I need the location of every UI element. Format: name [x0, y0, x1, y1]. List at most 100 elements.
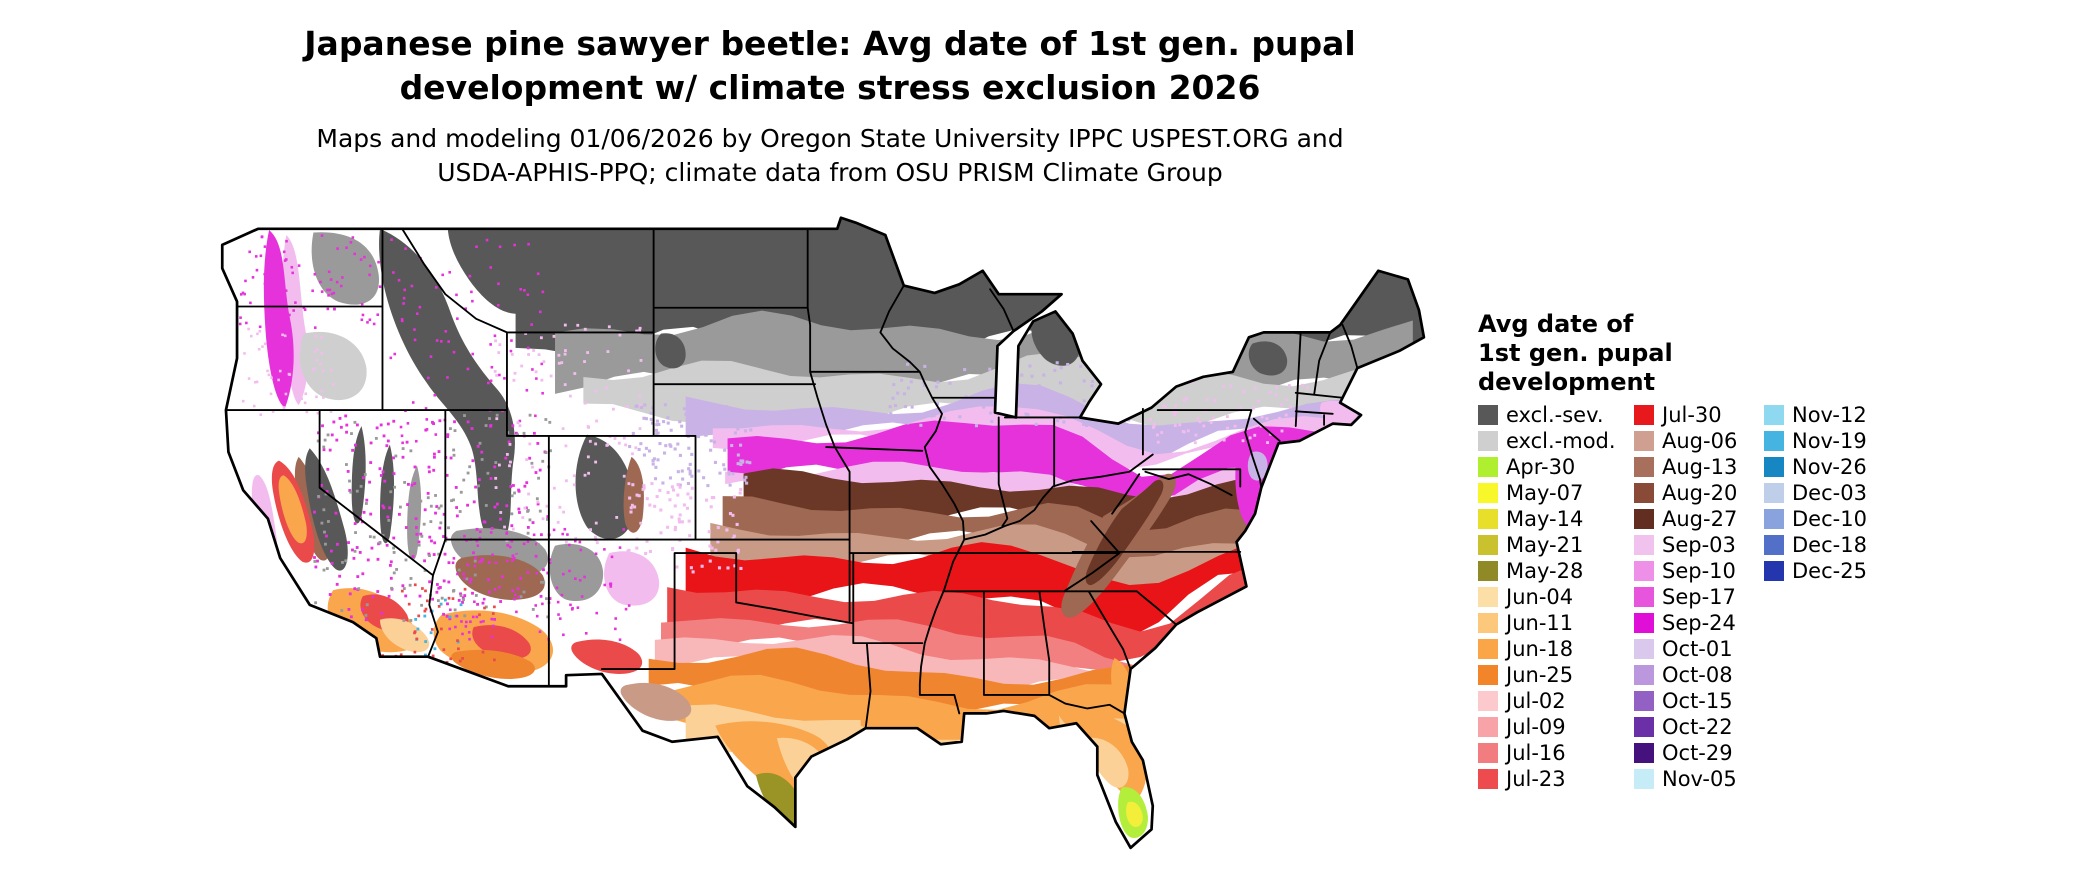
legend-label: Jul-30: [1662, 403, 1722, 427]
legend-row: Nov-19: [1764, 428, 1904, 454]
legend-label: Nov-26: [1792, 455, 1867, 479]
legend-swatch: [1634, 769, 1654, 789]
legend-swatch: [1634, 691, 1654, 711]
legend-swatch: [1478, 535, 1498, 555]
choropleth-patches: [251, 228, 1357, 838]
legend-label: Dec-25: [1792, 559, 1867, 583]
legend-swatch: [1634, 483, 1654, 503]
legend-swatch: [1634, 405, 1654, 425]
legend-label: Nov-05: [1662, 767, 1737, 791]
legend-row: Oct-29: [1634, 740, 1764, 766]
legend-swatch: [1634, 561, 1654, 581]
legend-swatch: [1634, 717, 1654, 737]
legend-row: Jul-02: [1478, 688, 1634, 714]
legend-row: Dec-03: [1764, 480, 1904, 506]
legend-row: Oct-22: [1634, 714, 1764, 740]
legend-row: Aug-27: [1634, 506, 1764, 532]
legend-label: Sep-17: [1662, 585, 1736, 609]
legend-label: Apr-30: [1506, 455, 1576, 479]
legend-row: May-28: [1478, 558, 1634, 584]
legend-label: Oct-29: [1662, 741, 1733, 765]
legend-row: Dec-25: [1764, 558, 1904, 584]
legend-label: Aug-20: [1662, 481, 1738, 505]
map-title-line2: development w/ climate stress exclusion …: [399, 68, 1261, 107]
legend-row: Dec-10: [1764, 506, 1904, 532]
legend-row: excl.-mod.: [1478, 428, 1634, 454]
us-choropleth-map: [205, 198, 1435, 870]
legend-label: Dec-10: [1792, 507, 1867, 531]
legend-column-2: Jul-30 Aug-06 Aug-13 Aug-20 Aug-27 Sep-03 Sep-…: [1634, 402, 1764, 792]
legend-label: Aug-13: [1662, 455, 1738, 479]
legend-label: Oct-22: [1662, 715, 1733, 739]
legend-row: May-21: [1478, 532, 1634, 558]
legend-label: Sep-10: [1662, 559, 1736, 583]
legend-label: Dec-18: [1792, 533, 1867, 557]
legend-swatch: [1764, 457, 1784, 477]
legend-swatch: [1634, 665, 1654, 685]
map-subtitle-line2: USDA-APHIS-PPQ; climate data from OSU PR…: [437, 158, 1223, 187]
legend-swatch: [1764, 405, 1784, 425]
band-brown_tan: [710, 522, 1421, 600]
legend-swatch: [1478, 717, 1498, 737]
legend-column-3: Nov-12 Nov-19 Nov-26 Dec-03 Dec-10 Dec-18 Dec-…: [1764, 402, 1904, 792]
map-subtitle-line1: Maps and modeling 01/06/2026 by Oregon S…: [316, 124, 1344, 153]
legend-swatch: [1764, 483, 1784, 503]
legend-swatch: [1478, 405, 1498, 425]
legend-swatch: [1478, 743, 1498, 763]
legend-row: Sep-24: [1634, 610, 1764, 636]
legend-swatch: [1478, 431, 1498, 451]
legend-row: Oct-15: [1634, 688, 1764, 714]
legend-row: Oct-08: [1634, 662, 1764, 688]
legend-label: Sep-03: [1662, 533, 1736, 557]
legend-swatch: [1634, 457, 1654, 477]
legend-label: Nov-12: [1792, 403, 1867, 427]
legend-row: Sep-03: [1634, 532, 1764, 558]
legend-label: excl.-mod.: [1506, 429, 1616, 453]
legend-title: Avg date of 1st gen. pupal development: [1478, 310, 1673, 396]
legend-label: May-21: [1506, 533, 1584, 557]
legend-row: Nov-05: [1634, 766, 1764, 792]
legend-label: Nov-19: [1792, 429, 1867, 453]
legend-label: Jul-02: [1506, 689, 1566, 713]
legend-swatch: [1478, 483, 1498, 503]
legend-row: Jul-09: [1478, 714, 1634, 740]
legend-label: Jul-09: [1506, 715, 1566, 739]
legend-swatch: [1478, 457, 1498, 477]
legend-row: Apr-30: [1478, 454, 1634, 480]
legend-swatch: [1478, 691, 1498, 711]
legend-row: excl.-sev.: [1478, 402, 1634, 428]
legend-swatch: [1634, 743, 1654, 763]
legend-label: May-07: [1506, 481, 1584, 505]
legend-row: May-07: [1478, 480, 1634, 506]
legend-swatch: [1478, 613, 1498, 633]
legend-swatch: [1478, 587, 1498, 607]
state-borders: [225, 227, 1359, 730]
legend-row: Nov-12: [1764, 402, 1904, 428]
legend-label: Oct-08: [1662, 663, 1733, 687]
legend-row: Sep-10: [1634, 558, 1764, 584]
legend-swatch: [1634, 613, 1654, 633]
legend-label: May-28: [1506, 559, 1584, 583]
legend-row: Jun-18: [1478, 636, 1634, 662]
legend-label: Jul-16: [1506, 741, 1566, 765]
legend-swatch: [1764, 509, 1784, 529]
legend-row: Jul-23: [1478, 766, 1634, 792]
map-title: Japanese pine sawyer beetle: Avg date of…: [0, 22, 1660, 110]
legend-swatch: [1478, 509, 1498, 529]
legend: excl.-sev. excl.-mod. Apr-30 May-07 May-14 Ma…: [1478, 402, 1904, 792]
legend-swatch: [1478, 665, 1498, 685]
legend-label: May-14: [1506, 507, 1584, 531]
legend-row: Jul-16: [1478, 740, 1634, 766]
legend-label: Sep-24: [1662, 611, 1736, 635]
map-title-line1: Japanese pine sawyer beetle: Avg date of…: [304, 24, 1356, 63]
legend-label: Oct-15: [1662, 689, 1733, 713]
legend-column-1: excl.-sev. excl.-mod. Apr-30 May-07 May-14 Ma…: [1478, 402, 1634, 792]
legend-row: May-14: [1478, 506, 1634, 532]
legend-row: Nov-26: [1764, 454, 1904, 480]
legend-label: Jun-11: [1506, 611, 1574, 635]
legend-swatch: [1634, 535, 1654, 555]
legend-label: Jun-04: [1506, 585, 1574, 609]
band-red_bright: [685, 542, 1248, 638]
legend-label: Jun-18: [1506, 637, 1574, 661]
legend-swatch: [1764, 431, 1784, 451]
